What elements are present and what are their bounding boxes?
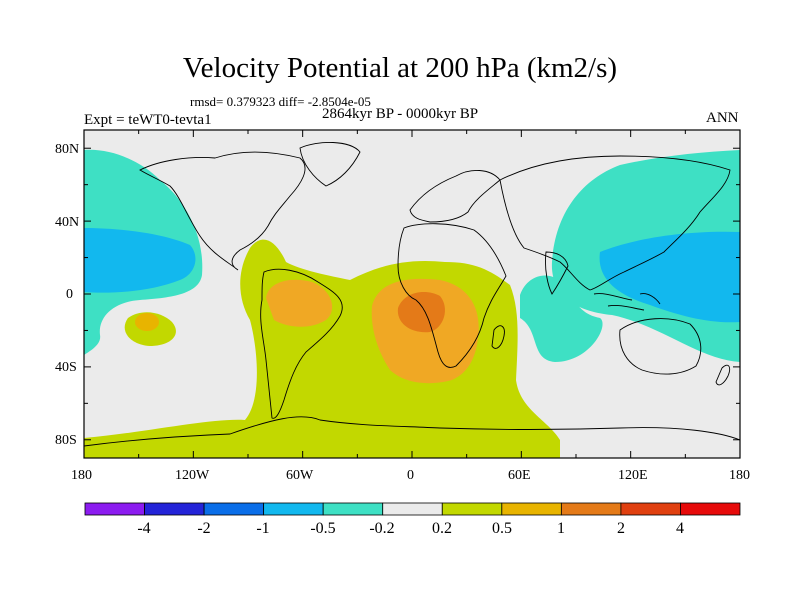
colorbar-swatch — [680, 502, 741, 516]
plot-title: Velocity Potential at 200 hPa (km2/s) — [182, 52, 618, 84]
colorbar-swatch — [203, 502, 265, 516]
colorbar-label-9: 2 — [617, 520, 625, 537]
colorbar-label-7: 0.5 — [492, 520, 512, 537]
colorbar-label-2: -2 — [197, 520, 211, 537]
x-tick-label-180e: 180 — [729, 468, 750, 483]
season-label: ANN — [706, 110, 739, 126]
coastlines — [84, 141, 740, 447]
x-tick-label-60e: 60E — [508, 468, 531, 483]
colorbar-label-1: -4 — [137, 520, 151, 537]
colorbar-swatch — [84, 502, 145, 516]
india-coast — [545, 251, 569, 295]
x-tick-label-120w: 120W — [175, 468, 210, 483]
west-pacific-core-region — [599, 231, 740, 323]
south-america-max-region — [266, 279, 333, 327]
y-tick-label-40n: 40N — [55, 215, 80, 230]
colorbar-label-5: -0.2 — [369, 520, 395, 537]
experiment-label: Expt = teWT0-tevta1 — [84, 112, 212, 128]
colorbar-swatch — [322, 502, 384, 516]
indian-ocean-negative-region — [520, 275, 603, 362]
axis-ticks — [83, 130, 741, 458]
colorbar-label-10: 4 — [676, 520, 684, 537]
x-tick-label-60w: 60W — [286, 468, 314, 483]
y-tick-label-40s: 40S — [55, 360, 77, 375]
y-tick-label-80n: 80N — [55, 142, 80, 157]
y-tick-label-0: 0 — [66, 287, 73, 302]
new-zealand-coast — [715, 364, 731, 386]
colorbar-swatch — [620, 502, 681, 516]
australia-coast — [619, 318, 702, 375]
x-tick-label-0: 0 — [407, 468, 414, 483]
asia-coast — [499, 155, 731, 291]
greenland-coast — [299, 141, 361, 187]
indonesia-coast — [593, 293, 661, 311]
madagascar-coast — [491, 325, 505, 349]
south-america-coast — [260, 268, 343, 419]
colorbar — [84, 502, 741, 516]
africa-core-region — [397, 292, 445, 333]
africa-coast — [397, 223, 507, 368]
north-pacific-core-region — [84, 228, 196, 293]
colorbar-swatch — [144, 502, 205, 516]
colorbar-swatch — [560, 502, 622, 516]
colorbar-label-8: 1 — [557, 520, 565, 537]
south-pacific-max-patch — [135, 313, 159, 331]
colorbar-swatch — [263, 502, 324, 516]
antarctica-coast — [84, 416, 740, 447]
europe-coast — [409, 170, 501, 223]
x-tick-label-120e: 120E — [618, 468, 648, 483]
colorbar-label-3: -1 — [256, 520, 270, 537]
colorbar-swatch — [382, 502, 443, 516]
colorbar-swatch — [501, 502, 562, 516]
velocity-potential-field — [84, 130, 740, 458]
north-america-coast — [139, 151, 306, 271]
stats-label: rmsd= 0.379323 diff= -2.8504e-05 — [190, 94, 371, 109]
colorbar-swatch — [441, 502, 503, 516]
colorbar-label-4: -0.5 — [310, 520, 336, 537]
colorbar-label-6: 0.2 — [432, 520, 452, 537]
period-label: 2864kyr BP - 0000kyr BP — [322, 106, 479, 122]
x-tick-label-180w: 180 — [71, 468, 92, 483]
y-tick-label-80s: 80S — [55, 433, 77, 448]
